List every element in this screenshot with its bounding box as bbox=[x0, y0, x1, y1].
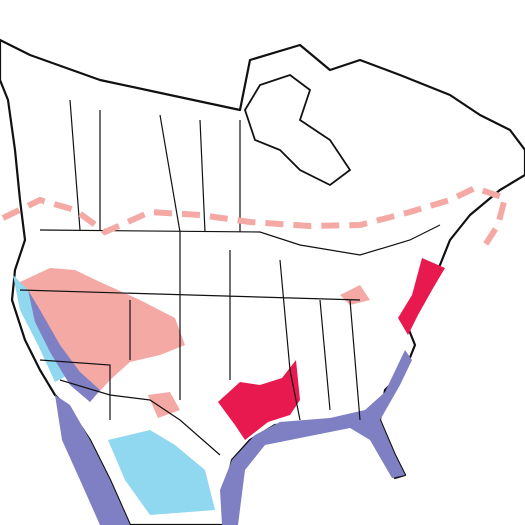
range-lavender bbox=[28, 290, 100, 402]
range-crimson bbox=[218, 360, 300, 440]
range-lavender bbox=[55, 395, 130, 525]
range-light-blue bbox=[108, 430, 215, 515]
hudson-bay bbox=[244, 73, 352, 187]
range-lavender bbox=[220, 350, 412, 525]
range-limit-dashed bbox=[1, 184, 509, 252]
range-light-pink bbox=[148, 285, 370, 418]
range-crimson bbox=[398, 258, 445, 335]
range-light-pink bbox=[20, 268, 185, 402]
borders bbox=[19, 99, 441, 456]
